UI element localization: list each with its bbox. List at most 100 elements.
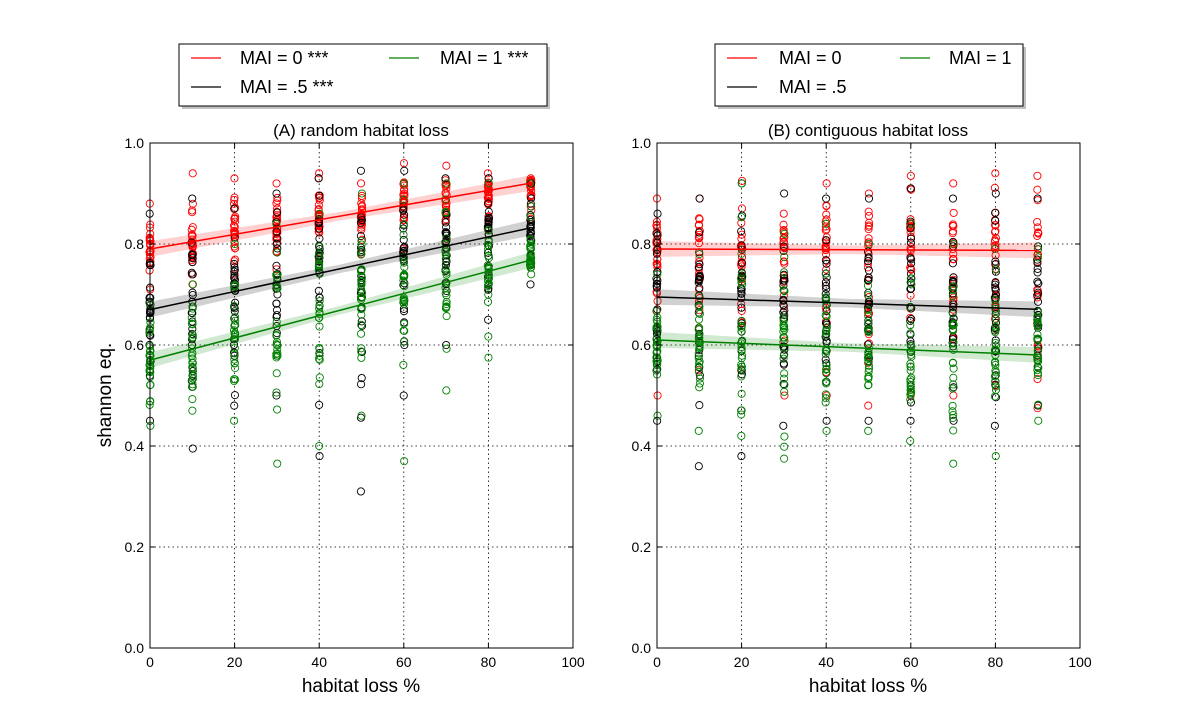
data-point: [399, 360, 408, 369]
data-point: [441, 180, 450, 189]
data-point: [273, 405, 282, 414]
data-point: [188, 354, 197, 363]
data-point: [695, 371, 704, 380]
data-point: [1033, 258, 1042, 268]
data-point: [442, 184, 451, 193]
data-point: [272, 233, 281, 242]
data-point: [484, 245, 493, 254]
data-point: [737, 284, 746, 293]
data-point: [737, 303, 746, 312]
data-point: [991, 350, 1000, 360]
data-point: [991, 278, 1000, 287]
data-point: [357, 210, 366, 219]
data-point: [188, 329, 197, 338]
data-point: [442, 270, 451, 279]
data-point: [864, 221, 874, 230]
data-point: [694, 301, 703, 310]
data-point: [906, 321, 915, 330]
data-point: [1033, 223, 1042, 232]
data-point: [906, 375, 915, 384]
data-point: [949, 338, 958, 347]
x-axis-label: habitat loss %: [302, 676, 420, 697]
data-point: [779, 286, 788, 295]
data-point: [695, 379, 704, 388]
data-point: [441, 239, 450, 248]
data-point: [484, 174, 493, 183]
data-point: [399, 230, 408, 239]
data-point: [991, 265, 1000, 274]
data-point: [822, 416, 831, 425]
data-point: [442, 344, 451, 353]
data-point: [737, 389, 746, 398]
data-point: [695, 250, 704, 259]
data-point: [527, 206, 536, 215]
data-point: [779, 291, 788, 300]
data-point: [483, 261, 492, 270]
data-point: [272, 317, 281, 326]
data-point: [737, 327, 746, 336]
data-point: [652, 229, 661, 238]
data-point: [483, 169, 492, 178]
data-point: [1033, 355, 1042, 364]
legend-a: MAI = 0 *** MAI = .5 *** MAI = 1 ***: [178, 43, 550, 109]
x-tick-label: 20: [734, 654, 750, 670]
data-point: [272, 270, 282, 280]
data-point: [483, 276, 492, 285]
data-point: [948, 407, 957, 416]
x-tick-label: 0: [653, 654, 661, 670]
data-point: [653, 209, 662, 218]
data-point: [991, 227, 1000, 236]
data-point: [399, 391, 408, 400]
data-point: [737, 362, 746, 371]
data-point: [356, 267, 366, 276]
y-tick-label: 1.0: [632, 135, 652, 151]
data-point: [780, 454, 789, 463]
data-point: [442, 312, 451, 321]
plot-frame: [149, 142, 574, 649]
data-point: [230, 391, 239, 400]
data-point: [357, 191, 366, 200]
data-point: [695, 343, 704, 353]
data-point: [694, 349, 703, 358]
data-point: [695, 253, 704, 263]
x-tick-label: 60: [396, 654, 412, 670]
data-point: [694, 292, 704, 301]
data-point: [864, 207, 873, 216]
x-tick-label: 40: [311, 654, 327, 670]
data-point: [991, 257, 1000, 266]
data-point: [188, 372, 197, 381]
data-point: [314, 354, 324, 363]
data-point: [272, 388, 281, 397]
data-point: [991, 328, 1000, 337]
data-point: [822, 426, 831, 435]
data-point: [694, 462, 703, 471]
data-point: [357, 380, 366, 389]
data-point: [442, 234, 451, 243]
data-point: [230, 259, 239, 268]
data-point: [991, 286, 1000, 295]
data-point: [991, 280, 1000, 289]
data-point: [357, 285, 366, 294]
data-point: [737, 306, 746, 315]
data-point: [1033, 196, 1042, 205]
data-point: [357, 353, 366, 362]
data-point: [779, 276, 788, 285]
x-tick-label: 20: [227, 654, 243, 670]
data-point: [526, 243, 535, 252]
data-point: [822, 179, 831, 188]
data-point: [357, 347, 366, 356]
data-point: [907, 255, 916, 264]
data-point: [1034, 400, 1043, 409]
data-point: [399, 253, 409, 262]
data-point: [188, 444, 197, 453]
data-point: [230, 239, 239, 249]
data-point: [737, 410, 746, 419]
data-point: [442, 340, 451, 350]
data-point: [906, 329, 915, 338]
data-point: [399, 281, 408, 290]
data-point: [272, 280, 281, 289]
data-point: [187, 268, 196, 277]
data-point: [356, 231, 365, 241]
data-point: [907, 347, 916, 356]
data-point: [231, 316, 240, 325]
